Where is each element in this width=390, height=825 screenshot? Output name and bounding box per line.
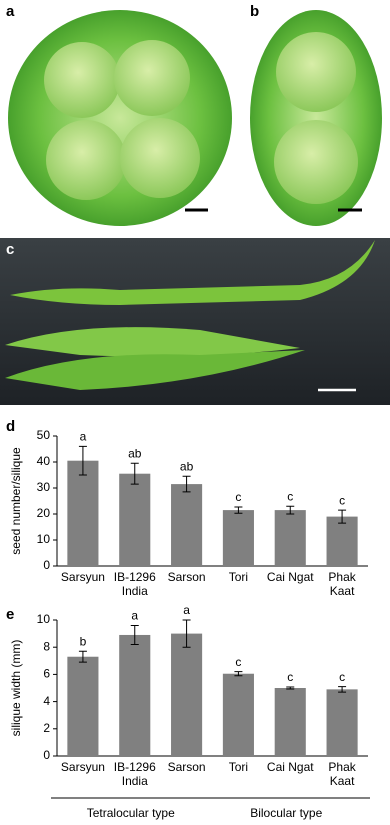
bar xyxy=(67,656,99,756)
y-tick-label: 8 xyxy=(43,639,50,653)
y-tick-label: 20 xyxy=(37,506,51,520)
bar xyxy=(171,633,203,756)
significance-label: c xyxy=(235,655,241,669)
error-bar xyxy=(182,475,191,493)
y-tick-label: 50 xyxy=(37,428,51,442)
group-label: Tetralocular type xyxy=(87,806,175,820)
bar xyxy=(171,484,203,566)
error-bar xyxy=(130,624,139,645)
x-tick-label: Phak Kaat xyxy=(328,570,356,598)
error-bar xyxy=(234,671,243,677)
bar xyxy=(274,688,306,756)
error-bar xyxy=(338,686,347,693)
bar xyxy=(119,473,151,566)
x-tick-label: Cai Ngat xyxy=(267,760,314,774)
x-tick-label: Sarsyun xyxy=(61,760,105,774)
photo-a: a xyxy=(0,0,238,232)
x-tick-label: IB-1296 India xyxy=(114,760,156,788)
significance-label: b xyxy=(80,634,87,648)
y-axis-label: silique width (mm) xyxy=(9,640,23,737)
bar xyxy=(274,510,306,566)
error-bar xyxy=(234,506,243,514)
significance-label: ab xyxy=(180,459,194,473)
significance-label: c xyxy=(235,490,241,504)
x-tick-label: Cai Ngat xyxy=(267,570,314,584)
error-bar xyxy=(338,509,347,524)
bar xyxy=(67,460,99,566)
y-tick-label: 40 xyxy=(37,454,51,468)
x-tick-label: Tori xyxy=(229,760,248,774)
x-tick-label: IB-1296 India xyxy=(114,570,156,598)
y-tick-label: 0 xyxy=(43,748,50,762)
significance-label: c xyxy=(339,670,345,684)
x-tick-label: Phak Kaat xyxy=(328,760,356,788)
bar xyxy=(222,673,254,756)
bar xyxy=(222,510,254,566)
y-tick-label: 10 xyxy=(37,612,51,626)
group-label: Bilocular type xyxy=(250,806,322,820)
significance-label: a xyxy=(183,603,190,617)
bar xyxy=(326,689,358,756)
y-tick-label: 10 xyxy=(37,532,51,546)
photo-b: b xyxy=(244,0,390,232)
significance-label: ab xyxy=(128,446,142,460)
bar xyxy=(326,516,358,566)
error-bar xyxy=(286,505,295,515)
significance-label: c xyxy=(287,670,293,684)
panel-label: e xyxy=(6,606,14,623)
y-tick-label: 6 xyxy=(43,667,50,681)
x-tick-label: Tori xyxy=(229,570,248,584)
y-tick-label: 4 xyxy=(43,694,50,708)
error-bar xyxy=(286,686,295,690)
y-axis-label: seed number/silique xyxy=(9,447,23,555)
error-bar xyxy=(78,650,87,663)
x-tick-label: Sarsyun xyxy=(61,570,105,584)
significance-label: c xyxy=(287,489,293,503)
significance-label: c xyxy=(339,493,345,507)
y-tick-label: 0 xyxy=(43,558,50,572)
error-bar xyxy=(78,445,87,476)
y-tick-label: 30 xyxy=(37,480,51,494)
x-tick-label: Sarson xyxy=(168,570,206,584)
panel-label: c xyxy=(6,241,14,258)
panel-label: a xyxy=(6,3,15,20)
photo-c: c xyxy=(0,238,390,405)
error-bar xyxy=(182,619,191,648)
error-bar xyxy=(130,462,139,485)
significance-label: a xyxy=(131,609,138,623)
y-tick-label: 2 xyxy=(43,721,50,735)
x-tick-label: Sarson xyxy=(168,760,206,774)
bar xyxy=(119,634,151,756)
panel-label: d xyxy=(6,418,15,435)
significance-label: a xyxy=(80,430,87,444)
panel-label: b xyxy=(250,3,259,20)
